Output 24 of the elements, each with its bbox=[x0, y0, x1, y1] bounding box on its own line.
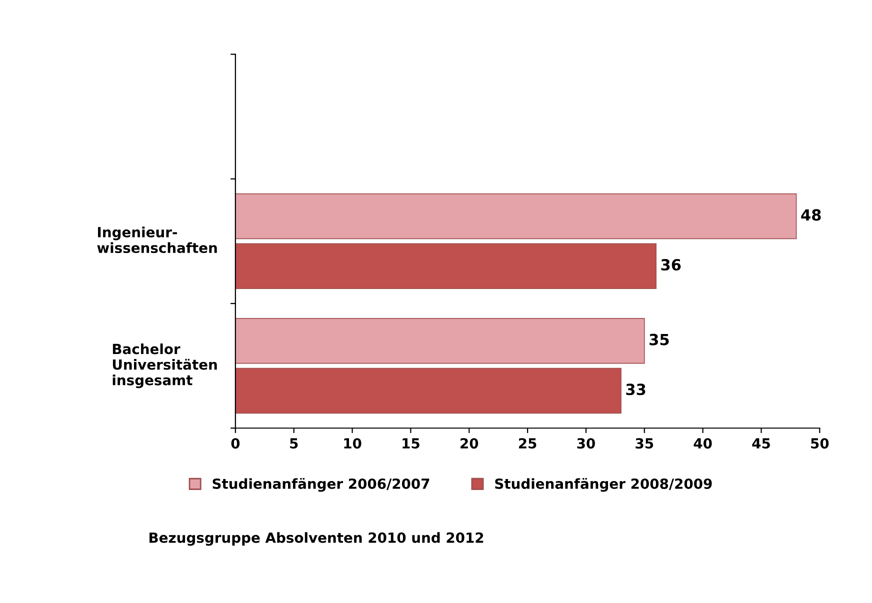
x-tick-label: 25 bbox=[518, 438, 536, 449]
y-tick-label: Ingenieur- wissenschaften bbox=[97, 226, 217, 254]
data-label: 48 bbox=[801, 209, 821, 221]
x-tick-label: 15 bbox=[402, 438, 420, 449]
x-tick-label: 30 bbox=[577, 438, 595, 449]
bar bbox=[235, 318, 645, 364]
data-label: 36 bbox=[661, 259, 681, 271]
bar bbox=[235, 193, 797, 240]
bar bbox=[235, 368, 622, 414]
legend-label: Studienanfänger 2008/2009 bbox=[495, 478, 712, 492]
x-tick-label: 20 bbox=[460, 438, 478, 449]
x-tick-label: 0 bbox=[231, 438, 240, 449]
y-tick-label: Bachelor Universitäten insgesamt bbox=[112, 343, 217, 388]
data-label: 33 bbox=[626, 384, 646, 396]
x-tick-label: 35 bbox=[636, 438, 654, 449]
data-label: 35 bbox=[650, 334, 669, 346]
bar bbox=[235, 243, 657, 289]
x-tick-label: 10 bbox=[344, 438, 362, 449]
legend-label: Studienanfänger 2006/2007 bbox=[212, 478, 430, 492]
x-tick-label: 5 bbox=[290, 438, 298, 449]
text: Bezugsgruppe Absolventen 2010 und 2012 bbox=[150, 532, 484, 546]
x-tick-label: 50 bbox=[811, 438, 829, 449]
x-tick-label: 40 bbox=[694, 438, 712, 449]
x-tick-label: 45 bbox=[752, 438, 770, 449]
